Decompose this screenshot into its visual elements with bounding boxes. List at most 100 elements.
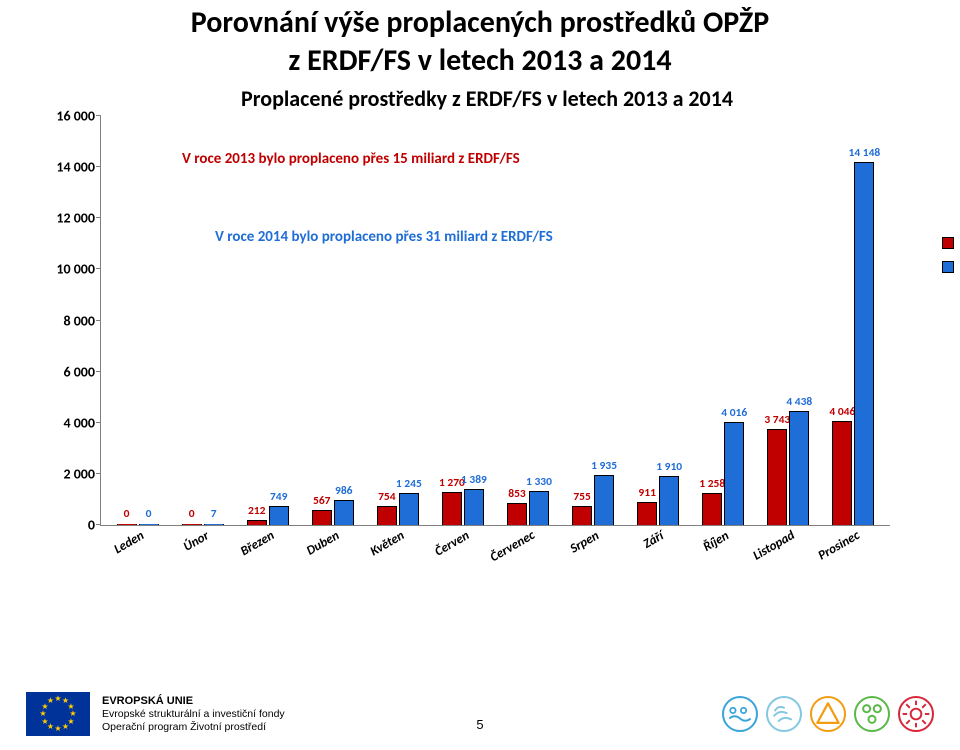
bar-value-label: 4 016 xyxy=(721,406,747,420)
y-tick-label: 4 000 xyxy=(43,414,95,431)
eu-star-icon: ★ xyxy=(62,723,69,731)
footer-text: EVROPSKÁ UNIE Evropské strukturální a in… xyxy=(102,695,285,733)
bar-value-label: 1 910 xyxy=(656,460,682,474)
water-icon xyxy=(722,696,758,732)
eu-stars: ★★★★★★★★★★★★ xyxy=(38,694,78,734)
eu-star-icon: ★ xyxy=(54,725,61,733)
legend-swatch-2013 xyxy=(942,237,954,249)
page-number: 5 xyxy=(476,717,483,732)
footer-line-3: Operační program Životní prostředí xyxy=(102,721,285,734)
annotation-2013: V roce 2013 bylo proplaceno přes 15 mili… xyxy=(182,150,520,168)
footer-line-1: EVROPSKÁ UNIE xyxy=(102,695,285,708)
bar-group: 3 7434 438Listopad xyxy=(756,411,821,525)
y-tick-label: 0 xyxy=(43,517,95,534)
bar-2013: 212 xyxy=(247,520,267,525)
y-tick-mark xyxy=(96,524,101,525)
footer-left: ★★★★★★★★★★★★ EVROPSKÁ UNIE Evropské stru… xyxy=(26,692,285,736)
bar-value-label: 7 xyxy=(211,507,217,521)
legend-2013: 2013 xyxy=(942,234,960,252)
x-category-label: Únor xyxy=(181,528,212,554)
y-tick-label: 12 000 xyxy=(43,210,95,227)
x-category-label: Leden xyxy=(111,528,146,557)
y-tick-mark xyxy=(96,371,101,372)
y-tick-label: 14 000 xyxy=(43,159,95,176)
footer-icons xyxy=(722,696,934,732)
page-title: Porovnání výše proplacených prostředků O… xyxy=(0,4,960,79)
bar-value-label: 212 xyxy=(248,504,266,518)
y-tick-mark xyxy=(96,115,101,116)
bar-2014: 1 910 xyxy=(659,476,679,525)
annotation-2014: V roce 2014 bylo proplaceno přes 31 mili… xyxy=(215,228,553,246)
bar-2013: 754 xyxy=(377,506,397,525)
y-tick-label: 2 000 xyxy=(43,465,95,482)
footer-line-2: Evropské strukturální a investiční fondy xyxy=(102,708,285,721)
y-tick-mark xyxy=(96,422,101,423)
bar-2013: 1 270 xyxy=(442,492,462,525)
chart-legend: 2013 2014 xyxy=(942,234,960,282)
x-category-label: Červenec xyxy=(488,528,538,565)
x-category-label: Červen xyxy=(432,528,472,560)
bar-2014: 4 016 xyxy=(724,422,744,525)
bar-2013: 3 743 xyxy=(767,429,787,525)
x-category-label: Říjen xyxy=(701,528,732,555)
bar-value-label: 755 xyxy=(573,490,591,504)
x-category-label: Srpen xyxy=(568,528,602,556)
energy-icon xyxy=(898,696,934,732)
bar-value-label: 0 xyxy=(189,507,195,521)
bar-value-label: 749 xyxy=(270,490,288,504)
y-tick-label: 8 000 xyxy=(43,312,95,329)
bar-2014: 1 389 xyxy=(464,489,484,525)
air-icon xyxy=(766,696,802,732)
bar-group: 7551 935Srpen xyxy=(561,475,626,525)
bar-2013: 0 xyxy=(117,524,137,525)
bar-group: 7541 245Květen xyxy=(365,493,430,525)
bar-2014: 0 xyxy=(139,524,159,525)
x-category-label: Duben xyxy=(304,528,342,559)
bar-value-label: 14 148 xyxy=(849,146,881,160)
chart-container: Proplacené prostředky z ERDF/FS v letech… xyxy=(40,85,934,605)
bar-2014: 1 935 xyxy=(594,475,614,525)
bar-value-label: 4 046 xyxy=(829,405,855,419)
bar-group: 8531 330Červenec xyxy=(495,491,560,525)
y-tick-label: 10 000 xyxy=(43,261,95,278)
title-line-2: z ERDF/FS v letech 2013 a 2014 xyxy=(288,42,671,79)
bar-value-label: 754 xyxy=(378,490,396,504)
bar-2013: 755 xyxy=(572,506,592,525)
bar-2013: 567 xyxy=(312,510,332,525)
bar-2014: 1 330 xyxy=(529,491,549,525)
bar-2013: 911 xyxy=(637,502,657,525)
legend-2014: 2014 xyxy=(942,258,960,276)
bars-area: 00Leden07Únor212749Březen567986Duben7541… xyxy=(101,116,890,525)
chart-plot: 00Leden07Únor212749Březen567986Duben7541… xyxy=(100,116,890,526)
legend-swatch-2014 xyxy=(942,261,954,273)
bar-group: 567986Duben xyxy=(300,500,365,525)
bar-2014: 1 245 xyxy=(399,493,419,525)
chart-title: Proplacené prostředky z ERDF/FS v letech… xyxy=(40,85,934,112)
bar-value-label: 4 438 xyxy=(786,395,812,409)
bar-group: 1 2701 389Červen xyxy=(430,489,495,525)
y-tick-mark xyxy=(96,473,101,474)
bar-group: 07Únor xyxy=(170,524,235,525)
x-category-label: Březen xyxy=(238,528,277,559)
waste-icon xyxy=(810,696,846,732)
bar-value-label: 3 743 xyxy=(764,413,790,427)
bar-value-label: 1 389 xyxy=(461,473,487,487)
x-category-label: Září xyxy=(641,528,666,551)
y-tick-mark xyxy=(96,320,101,321)
bar-2014: 14 148 xyxy=(854,162,874,525)
bar-2014: 7 xyxy=(204,524,224,525)
y-tick-label: 6 000 xyxy=(43,363,95,380)
x-category-label: Listopad xyxy=(751,528,798,564)
bar-value-label: 853 xyxy=(508,487,526,501)
bar-group: 9111 910Září xyxy=(626,476,691,525)
bar-group: 1 2584 016Říjen xyxy=(691,422,756,525)
bar-group: 4 04614 148Prosinec xyxy=(821,162,886,525)
y-tick-mark xyxy=(96,217,101,218)
x-category-label: Prosinec xyxy=(816,528,863,564)
bar-value-label: 1 935 xyxy=(591,459,617,473)
bar-group: 00Leden xyxy=(105,524,170,525)
bar-2013: 0 xyxy=(182,524,202,525)
eu-star-icon: ★ xyxy=(47,697,54,705)
bar-2013: 4 046 xyxy=(832,421,852,525)
x-category-label: Květen xyxy=(368,528,407,559)
